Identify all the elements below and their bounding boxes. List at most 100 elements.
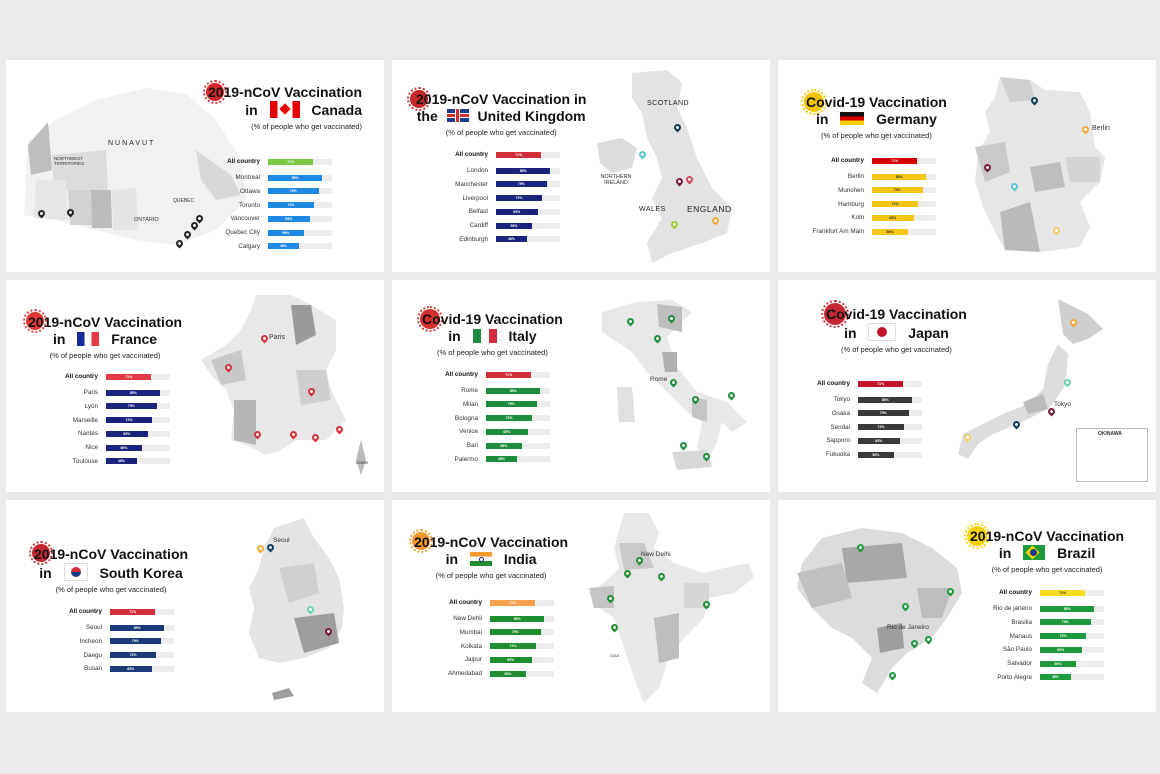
title: 2019-nCoV Vaccination — [964, 523, 1124, 549]
india-map — [589, 513, 754, 703]
chart-row: Porto Alegre 48% — [966, 673, 1104, 682]
map-label: NORTHERN IRELAND — [600, 174, 632, 186]
map-label: QUEBEC — [173, 198, 195, 204]
chart-row: Daegu 72% — [36, 651, 174, 660]
card-south-korea: Seoul 2019-nCoV Vaccination in South Kor… — [6, 500, 384, 712]
chart-row: Cardiff 56% — [422, 221, 560, 230]
chart-row: Fukuoka 56% — [784, 450, 922, 459]
vaccination-chart: All country 71% Tokyo 85% Osaka 79% Sendai 7… — [784, 379, 922, 464]
chart-row: Tokyo 85% — [784, 395, 922, 404]
vaccination-chart: All country 71% Paris 85% Lyon 79% Marseill… — [32, 372, 170, 471]
title-block: 2019-nCoV Vaccination in India (% of peo… — [409, 529, 569, 580]
brazil-flag-icon — [1023, 545, 1046, 560]
vaccination-chart: All country 71% Rio de janeiro 85% Brasili… — [966, 588, 1104, 687]
chart-row: Sendai 72% — [784, 423, 922, 432]
title: 2019-nCoV Vaccination — [409, 529, 569, 553]
japan-map — [958, 299, 1103, 459]
italy-flag-icon — [472, 329, 497, 343]
country-name: Brazil — [1057, 545, 1096, 561]
chart-row: Kolkata 72% — [416, 642, 554, 651]
canada-flag-icon — [269, 101, 300, 118]
chart-row: Quebec City 56% — [194, 228, 332, 237]
country-name: India — [503, 551, 537, 567]
vaccination-chart: All country 71% Seoul 85% Incheon 79% Daegu… — [36, 607, 174, 678]
title: Covid-19 Vaccination — [801, 89, 947, 115]
title-block: 2019-nCoV Vaccination in South Korea (% … — [29, 541, 189, 594]
chart-row: Berlin 85% — [798, 172, 936, 181]
title-block: Covid-19 Vaccination in Japan (% of peop… — [821, 300, 967, 354]
subtitle: (% of people who get vaccinated) — [251, 122, 362, 131]
chart-row: Salvador 56% — [966, 659, 1104, 668]
map-label: Rio de Janeiro — [887, 624, 929, 631]
chart-row: Venice 65% — [412, 427, 550, 436]
chart-row: Paris 85% — [32, 388, 170, 397]
title-line2: in Germany — [815, 111, 937, 127]
title-line2: in Japan — [844, 323, 949, 341]
title: 2019-nCoV Vaccination — [29, 541, 189, 565]
chart-row: Marseille 72% — [32, 416, 170, 425]
france-map — [201, 295, 366, 475]
chart-row: Ottawa 79% — [194, 187, 332, 196]
title-block: Covid-19 Vaccination in Italy (% of peop… — [417, 306, 563, 357]
map-pin-label: Berlin — [1092, 125, 1110, 132]
title-line2: in Canada — [245, 101, 362, 118]
south-korea-map — [249, 518, 344, 700]
chart-row: Toronto 72% — [194, 201, 332, 210]
map-pin-label: Rome — [650, 376, 668, 383]
chart-row: Nice 56% — [32, 443, 170, 452]
subtitle: (% of people who get vaccinated) — [49, 351, 161, 360]
chart-row: Mumbai 79% — [416, 628, 554, 637]
chart-row: Edinburgh 48% — [422, 235, 560, 244]
chart-row: Seoul 85% — [36, 623, 174, 632]
virus-icon — [29, 541, 53, 565]
chart-row: Sapporo 65% — [784, 436, 922, 445]
okinawa-inset — [1076, 428, 1148, 482]
title-block: 2019-nCoV Vaccination in the United King… — [407, 87, 586, 137]
chart-row: Milan 79% — [412, 400, 550, 409]
vaccination-chart: All country 71% Montreal 85% Ottawa 79% Tor… — [194, 157, 332, 256]
uk-flag-icon — [446, 109, 469, 122]
chart-row: Hamburg 72% — [798, 200, 936, 209]
title: 2019-nCoV Vaccination in — [407, 87, 586, 111]
card-brazil: Rio de Janeiro 2019-nCoV Vaccination in … — [778, 500, 1156, 712]
virus-icon — [407, 87, 431, 111]
title-line2: in India — [445, 551, 537, 567]
chart-row: Manchester 79% — [422, 180, 560, 189]
chart-row: Nantes 65% — [32, 429, 170, 438]
title-line2: in Brazil — [998, 545, 1096, 561]
map-label: NUNAVUT — [108, 140, 156, 147]
germany-map — [975, 77, 1105, 252]
chart-row: Montreal 85% — [194, 173, 332, 182]
country-name: France — [111, 331, 158, 347]
title-block: 2019-nCoV Vaccination in France (% of pe… — [23, 309, 182, 360]
south-korea-flag-icon — [63, 563, 88, 581]
subtitle: (% of people who get vaccinated) — [820, 131, 932, 140]
chart-row: Jaipur 65% — [416, 655, 554, 664]
chart-row: New Dehli 85% — [416, 614, 554, 623]
virus-icon — [964, 523, 990, 549]
map-label: SCOTLAND — [647, 100, 690, 107]
card-germany: Berlin Covid-19 Vaccination in Germany (… — [778, 60, 1156, 272]
subtitle: (% of people who get vaccinated) — [991, 565, 1103, 574]
chart-row: Busan 65% — [36, 664, 174, 673]
chart-row: London 85% — [422, 166, 560, 175]
title-line2: in Italy — [448, 328, 537, 344]
chart-row: Lyon 79% — [32, 402, 170, 411]
card-united-kingdom: SCOTLAND NORTHERN IRELAND WALES ENGLAND … — [392, 60, 770, 272]
italy-map — [602, 300, 747, 470]
virus-icon — [417, 306, 443, 332]
chart-row: Belfast 65% — [422, 207, 560, 216]
map-label: ENGLAND — [687, 204, 732, 214]
subtitle: (% of people who get vaccinated) — [840, 345, 952, 354]
chart-row: Ahmedabad 56% — [416, 669, 554, 678]
title-block: 2019-nCoV Vaccination in Canada (% of pe… — [202, 80, 362, 131]
chart-row: Rome 85% — [412, 386, 550, 395]
chart-row-all-country: All country 71% — [784, 379, 922, 388]
card-japan: OKINAWA Tokyo Covid-19 Vaccination in Ja… — [778, 280, 1156, 492]
japan-flag-icon — [868, 323, 897, 341]
chart-row: São Paulo 65% — [966, 645, 1104, 654]
chart-row: Toulouse 48% — [32, 457, 170, 466]
chart-row-all-country: All country 71% — [32, 372, 170, 381]
country-name: Canada — [311, 102, 362, 118]
map-pin-label: New Delhi — [641, 551, 671, 558]
